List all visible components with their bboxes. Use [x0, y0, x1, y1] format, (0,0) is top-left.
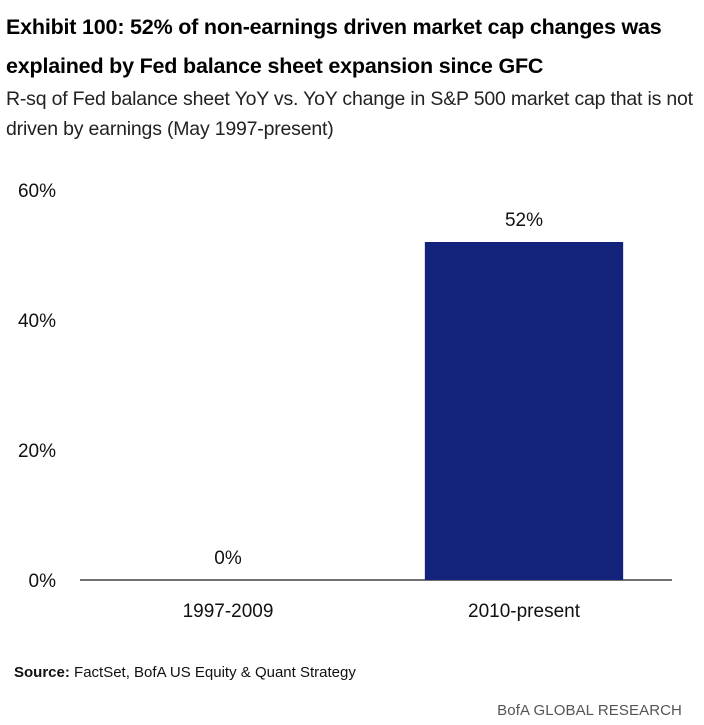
source-text: FactSet, BofA US Equity & Quant Strategy: [69, 664, 356, 681]
x-tick-label: 1997-2009: [183, 601, 274, 622]
bar-2010-present: [424, 242, 624, 580]
bar-chart: 0% 20% 40% 60% 0% 52% 1997-2009 2010-present: [18, 181, 672, 622]
x-axis-ticks: 1997-2009 2010-present: [183, 601, 581, 622]
y-axis-ticks: 0% 20% 40% 60%: [18, 181, 56, 592]
y-tick-label: 40%: [18, 311, 56, 332]
data-label: 0%: [214, 548, 242, 569]
y-tick-label: 60%: [18, 181, 56, 202]
data-labels: 0% 52%: [214, 210, 543, 569]
y-tick-label: 0%: [29, 571, 57, 592]
chart-title: Exhibit 100: 52% of non-earnings driven …: [6, 15, 662, 78]
y-tick-label: 20%: [18, 441, 56, 462]
chart-subtitle: R-sq of Fed balance sheet YoY vs. YoY ch…: [6, 88, 693, 140]
brand-footer: BofA GLOBAL RESEARCH: [497, 702, 682, 719]
x-tick-label: 2010-present: [468, 601, 581, 622]
data-label: 52%: [505, 210, 543, 231]
source-note: Source: FactSet, BofA US Equity & Quant …: [14, 664, 356, 681]
bars: [424, 242, 624, 580]
source-label: Source:: [14, 664, 70, 681]
